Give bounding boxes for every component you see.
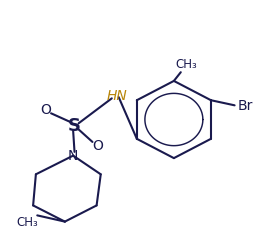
Text: HN: HN — [107, 89, 128, 103]
Text: S: S — [68, 117, 81, 135]
Text: CH₃: CH₃ — [17, 216, 38, 229]
Text: Br: Br — [237, 99, 253, 113]
Text: O: O — [40, 103, 51, 117]
Text: N: N — [68, 149, 78, 163]
Text: O: O — [92, 139, 104, 153]
Text: CH₃: CH₃ — [176, 58, 197, 71]
